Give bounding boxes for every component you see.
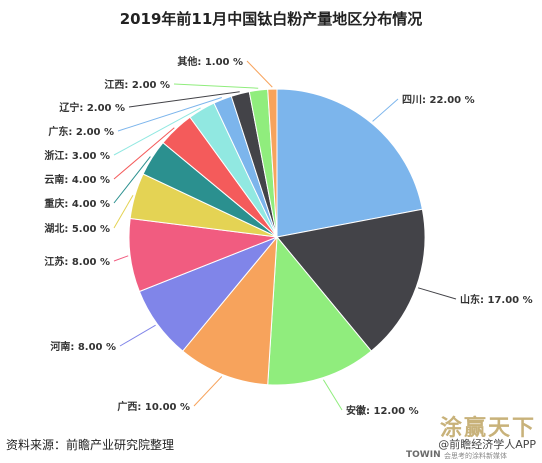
leader-line-12	[128, 91, 240, 108]
brand-tagline: 会思考的涂料新媒体	[444, 452, 507, 460]
pie-slice-2	[276, 208, 426, 352]
slice-label-3: 安徽: 12.00 %	[346, 404, 419, 417]
leader-line-3	[322, 379, 343, 411]
leader-line-7	[113, 194, 134, 229]
leader-line-13	[173, 83, 259, 89]
slice-label-7: 湖北: 5.00 %	[44, 222, 110, 235]
leader-line-4	[193, 376, 223, 407]
pie-slice-14	[267, 88, 278, 238]
slice-label-14: 其他: 1.00 %	[177, 55, 243, 68]
leader-line-1	[372, 98, 399, 122]
slice-label-6: 江苏: 8.00 %	[44, 255, 110, 268]
pie-slice-1	[276, 88, 423, 238]
leader-line-8	[113, 156, 151, 204]
slice-label-8: 重庆: 4.00 %	[44, 197, 110, 210]
leader-line-2	[417, 287, 457, 300]
pie-slice-4	[181, 235, 278, 386]
leader-line-5	[119, 324, 156, 347]
slice-label-9: 云南: 4.00 %	[44, 173, 110, 186]
slice-label-11: 广东: 2.00 %	[48, 125, 114, 138]
leader-line-10	[113, 107, 201, 156]
leader-line-6	[113, 255, 129, 262]
brand-app-name: @前瞻经济学人APP	[438, 438, 536, 451]
leader-line-14	[246, 60, 273, 88]
slice-label-12: 辽宁: 2.00 %	[59, 101, 125, 114]
brand-watermark: 涂赢天下 @前瞻经济学人APP TOWIN 会思考的涂料新媒体	[406, 410, 536, 460]
slice-label-10: 浙江: 3.00 %	[44, 149, 110, 162]
source-note: 资料来源：前瞻产业研究院整理	[6, 438, 175, 452]
chart-title: 2019年前11月中国钛白粉产量地区分布情况	[119, 10, 423, 28]
slice-label-1: 四川: 22.00 %	[402, 94, 475, 106]
brand-slogan: 涂赢天下	[439, 416, 536, 441]
slice-label-13: 江西: 2.00 %	[104, 78, 170, 91]
leader-line-11	[117, 97, 222, 132]
slice-label-4: 广西: 10.00 %	[117, 400, 190, 413]
brand-logo-text: TOWIN	[406, 450, 441, 460]
leader-line-9	[113, 127, 175, 180]
slice-label-5: 河南: 8.00 %	[50, 340, 116, 353]
pie-slice-3	[267, 235, 373, 386]
slice-label-2: 山东: 17.00 %	[460, 293, 533, 306]
